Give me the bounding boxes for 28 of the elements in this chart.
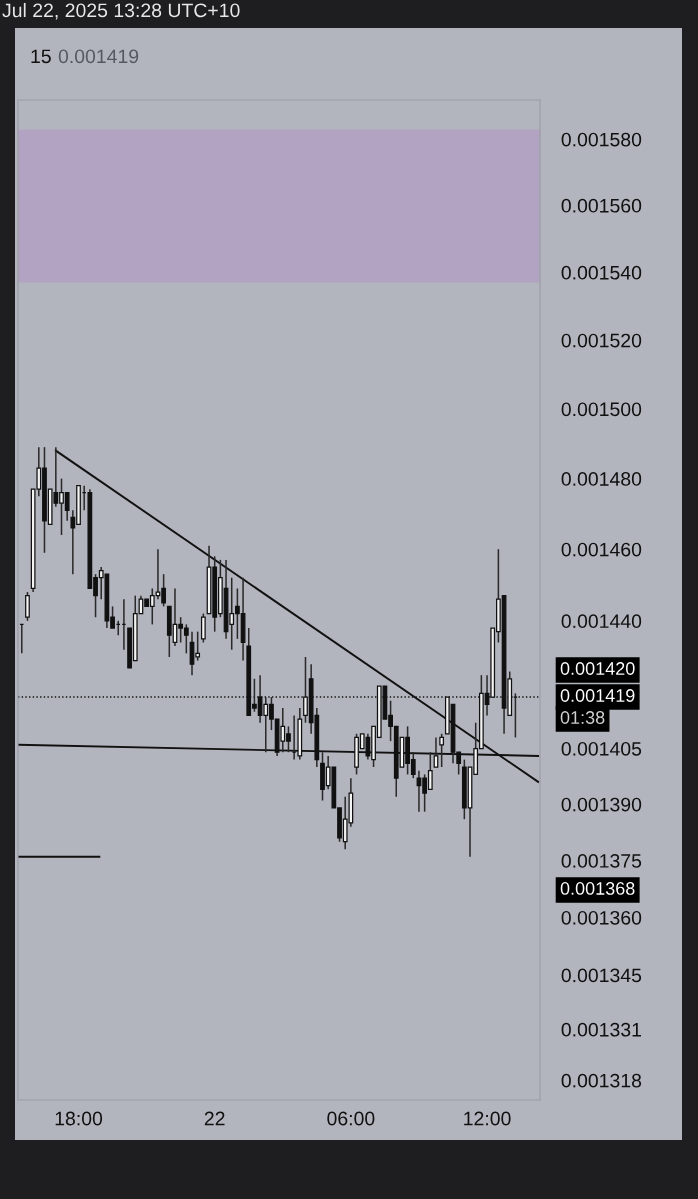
text: 0.001368 [560,882,635,895]
y-tick-label: 0.001540 [561,265,642,280]
candlestick [200,612,206,644]
y-tick-label: 0.001560 [561,198,642,213]
y-tick-label: 0.001360 [561,910,642,925]
y-tick-label: 0.001405 [561,741,642,756]
x-tick-label: 18:00 [55,1111,103,1126]
chart-title: 15 [31,49,51,64]
chart-subtitle: 0.001419 [58,49,139,64]
y-tick-label: 0.001480 [561,472,642,486]
x-tick-label: 12:00 [464,1111,511,1126]
ref-line-label: 0.001419 [560,689,635,702]
y-tick-label: 0.001580 [561,132,642,147]
y-tick-label: 0.001520 [561,333,642,348]
text: Jul 22, 2025 13:28 UTC+10 [2,2,240,20]
y-tick-label: 0.001500 [561,402,642,417]
candlestick [25,591,30,622]
y-tick-label: 0.001440 [561,614,642,629]
y-tick-label: 0.001331 [561,1022,641,1037]
text: 0.001420 [560,662,635,675]
y-tick-label: 0.001460 [561,542,642,557]
y-tick-label: 0.001318 [561,1073,642,1088]
y-tick-label: 0.001390 [561,797,642,812]
x-tick-label: 06:00 [327,1111,375,1126]
text: 01:38 [560,711,605,724]
x-tick-label: 22 [204,1111,225,1126]
y-tick-label: 0.001345 [561,968,642,983]
y-tick-label: 0.001375 [561,854,642,868]
